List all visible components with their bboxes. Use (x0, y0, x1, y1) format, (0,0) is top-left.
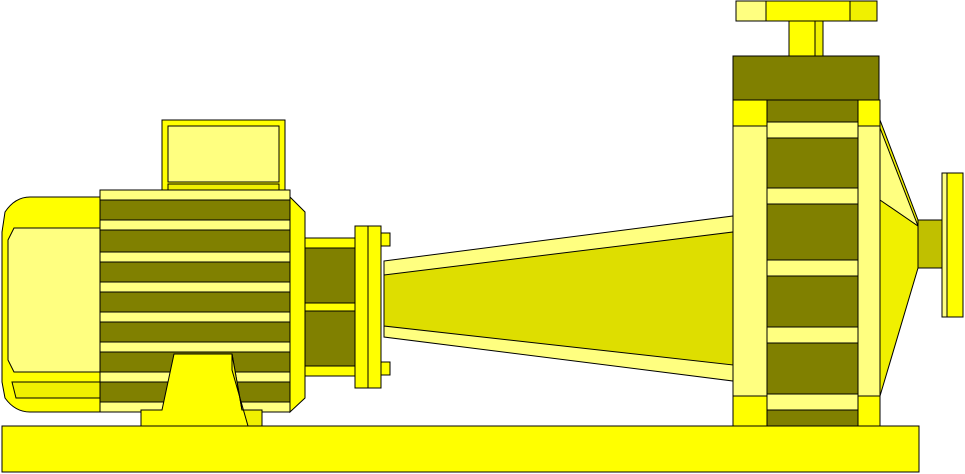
coupling-shaft-bottom (304, 365, 356, 377)
coupling-shaft-top (304, 237, 356, 249)
casing-band-4 (766, 326, 859, 344)
terminal-box-highlight (167, 125, 280, 183)
motor-fin-2 (99, 251, 291, 263)
coupling-bolt-bottom (380, 361, 391, 376)
motor-drive-end (289, 195, 306, 414)
end-bell-lowlight (11, 381, 101, 399)
casing-left-column-light (732, 125, 768, 397)
casing-band-1 (766, 121, 859, 139)
discharge-pipe-shade (814, 19, 824, 57)
motor-top-cap (99, 189, 291, 201)
baseplate (1, 425, 920, 473)
casing-band-2 (766, 187, 859, 205)
casing-band-5 (766, 393, 859, 411)
coupling-flange-b (367, 225, 382, 389)
coupling-divider (304, 302, 356, 312)
coupling-bolt-top (380, 232, 391, 247)
discharge-nozzle (735, 0, 878, 57)
suction-nozzle (879, 119, 964, 397)
terminal-box-base (167, 183, 280, 191)
motor-terminal-box (161, 119, 286, 191)
motor-end-bell (1, 196, 101, 413)
casing-top-block (732, 55, 880, 103)
motor-body (99, 189, 291, 413)
motor-fin-1 (99, 219, 291, 231)
pump-casing (732, 55, 881, 427)
coupling-flange-a (354, 225, 369, 389)
motor-fin-5 (99, 341, 291, 353)
motor-fin-4 (99, 311, 291, 323)
motor-fin-3 (99, 281, 291, 293)
casing-band-3 (766, 259, 859, 277)
suction-pipe (917, 219, 943, 269)
bearing-frame (383, 215, 734, 382)
coupling-body-lower (304, 310, 356, 367)
coupling-body-upper (304, 247, 356, 304)
suction-flange-edge (941, 172, 948, 318)
discharge-flange-shade (849, 0, 878, 22)
drive-end-shell (289, 195, 306, 414)
discharge-flange-light (735, 0, 767, 22)
coupling (304, 225, 391, 389)
motor-mount (140, 353, 263, 427)
casing-right-column-light (857, 125, 881, 397)
motor-foot-shade (231, 353, 263, 427)
end-bell-highlight (7, 227, 101, 373)
